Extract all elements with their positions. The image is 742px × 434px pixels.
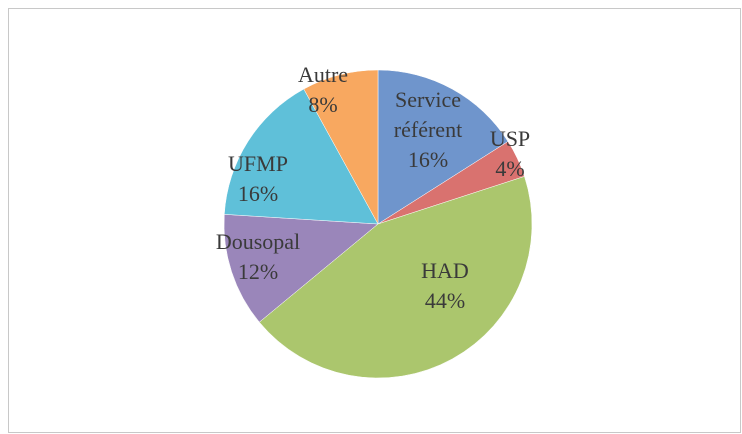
category-word: HAD: [421, 258, 469, 283]
category-word: Autre: [298, 62, 348, 87]
slice-label: USP 4%: [490, 126, 530, 181]
category-label: USP: [490, 126, 530, 151]
slice-label: Autre 8%: [298, 62, 348, 117]
pie-slice: [258, 176, 533, 379]
value-label: 16%: [238, 181, 278, 206]
category-word: UFMP: [228, 151, 288, 176]
category-label: UFMP: [228, 151, 288, 176]
category-word: USP: [490, 126, 530, 151]
value-label: 12%: [238, 259, 278, 284]
slice-label: HAD 44%: [421, 258, 469, 313]
category-word: Dousopal: [216, 229, 300, 254]
slice-label: UFMP 16%: [228, 151, 288, 206]
pie-slice: [303, 69, 379, 225]
category-label: HAD: [421, 258, 469, 283]
value-label: 4%: [495, 156, 524, 181]
value-label: 44%: [425, 288, 465, 313]
slice-label: Service référent 16%: [394, 87, 462, 172]
pie-slice: [224, 88, 379, 225]
slice-label: Dousopal 12%: [216, 229, 300, 284]
category-word: Service: [395, 87, 461, 112]
value-label: 16%: [408, 147, 448, 172]
value-label: 8%: [308, 92, 337, 117]
pie-slice: [377, 69, 509, 225]
pie-slice: [223, 214, 379, 323]
category-word: référent: [394, 117, 462, 142]
category-label: Autre: [298, 62, 348, 87]
category-label: Dousopal: [216, 229, 300, 254]
category-label: Service référent: [394, 87, 462, 142]
